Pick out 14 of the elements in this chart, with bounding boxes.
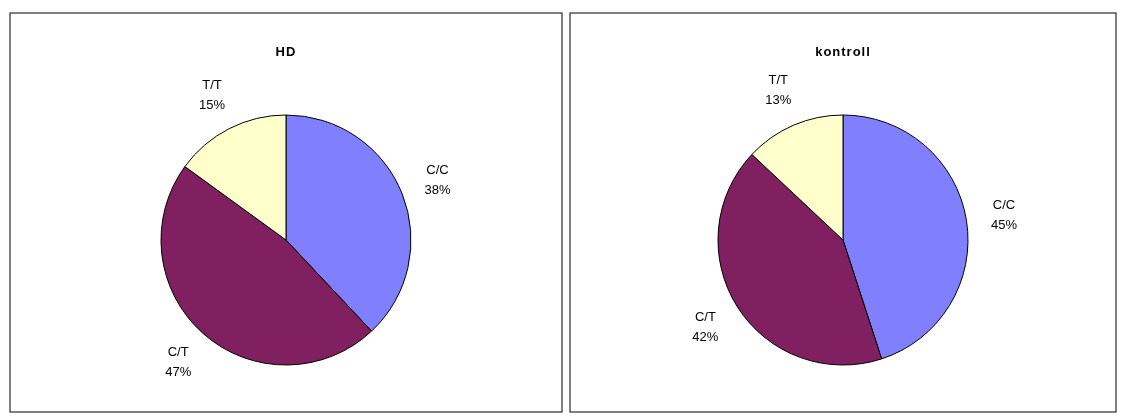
slice-label: C/C xyxy=(426,162,449,177)
slice-label: C/C xyxy=(992,196,1016,212)
data-label: 13% xyxy=(765,92,792,108)
slice-label: C/T xyxy=(694,309,716,325)
chart-title: HD xyxy=(275,44,297,59)
slice-label: T/T xyxy=(202,76,222,92)
data-label: 45% xyxy=(990,216,1018,232)
data-label: 38% xyxy=(424,182,451,197)
chart-title: kontroll xyxy=(815,44,871,59)
slice-label: T/T xyxy=(768,72,789,88)
data-label: 15% xyxy=(198,96,226,112)
data-label: 42% xyxy=(692,329,719,345)
data-label: 47% xyxy=(165,364,192,380)
slice-label: C/T xyxy=(167,344,189,360)
